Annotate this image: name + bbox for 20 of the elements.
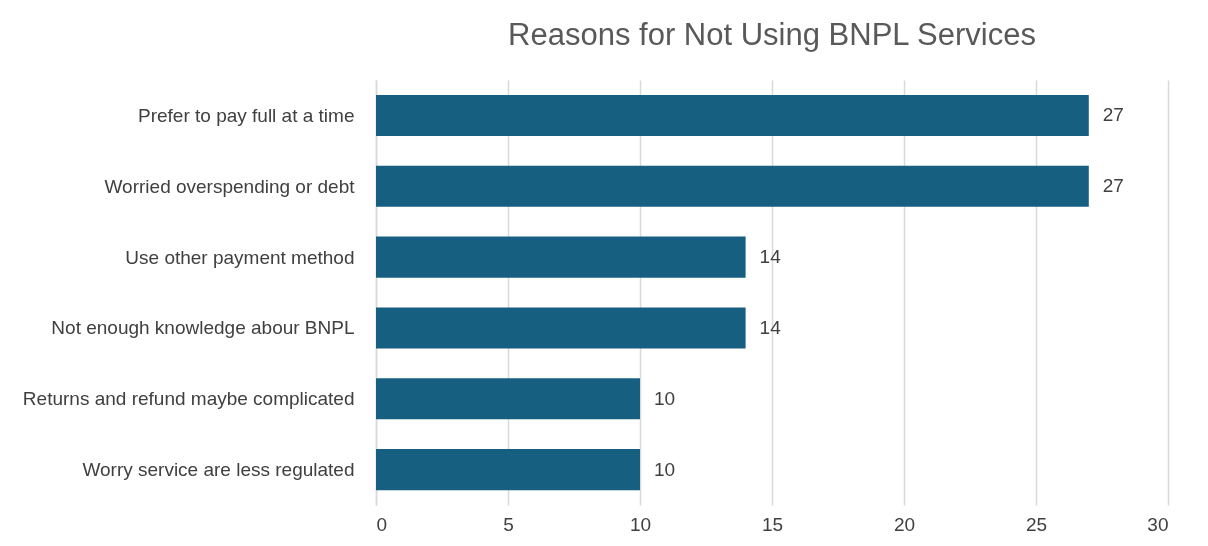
y-tick-label: Worried overspending or debt: [104, 175, 356, 197]
data-label: 14: [759, 316, 782, 338]
data-label: 27: [1102, 104, 1124, 126]
y-tick-label: Prefer to pay full at a time: [138, 104, 355, 126]
data-label: 10: [654, 458, 676, 480]
data-label: 27: [1102, 175, 1124, 197]
data-label: 14: [759, 246, 782, 268]
y-tick-label: Worry service are less regulated: [82, 459, 355, 481]
y-tick-label: Use other payment method: [125, 246, 355, 268]
x-tick-label: 30: [1147, 513, 1169, 535]
x-tick-label: 10: [629, 513, 652, 535]
x-tick-label: 5: [503, 513, 514, 535]
data-label: 10: [654, 387, 676, 409]
x-tick-label: 15: [761, 513, 784, 535]
y-tick-label: Returns and refund maybe complicated: [22, 388, 355, 410]
y-tick-label: Not enough knowledge abour BNPL: [51, 317, 355, 339]
x-tick-label: 25: [1025, 513, 1048, 535]
chart-title: Reasons for Not Using BNPL Services: [508, 17, 1036, 52]
x-tick-label: 20: [893, 513, 916, 535]
x-tick-label: 0: [376, 513, 388, 535]
